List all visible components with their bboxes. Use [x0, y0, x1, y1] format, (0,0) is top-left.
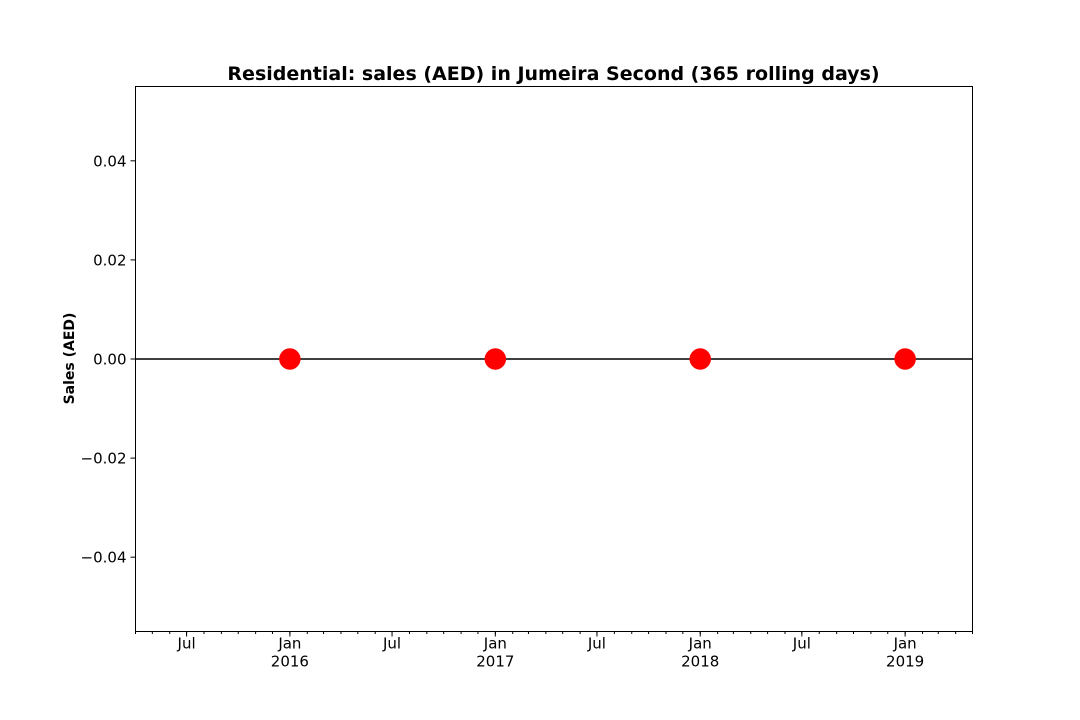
y-tick-label: 0.02: [93, 251, 126, 269]
y-tick-label: 0.00: [93, 351, 126, 369]
y-axis: −0.04 −0.02 0.00 0.02 0.04: [81, 152, 136, 567]
x-tick-label: Jan: [893, 635, 917, 653]
data-point: [484, 348, 507, 370]
x-tick-label: Jul: [587, 635, 606, 653]
series-layer: [135, 348, 973, 370]
chart-title: Residential: sales (AED) in Jumeira Seco…: [227, 63, 879, 85]
x-tick-label: Jan: [688, 635, 712, 653]
x-tick-label: Jul: [792, 635, 811, 653]
data-point: [689, 348, 711, 370]
data-point: [894, 348, 916, 370]
x-tick-label: Jul: [177, 635, 196, 653]
x-tick-label: 2016: [271, 653, 309, 671]
y-tick-label: −0.02: [81, 450, 127, 468]
x-tick-label: 2019: [886, 653, 924, 671]
y-axis-label: Sales (AED): [62, 313, 78, 405]
data-point: [279, 348, 301, 370]
x-tick-label: Jul: [382, 635, 401, 653]
x-tick-label: Jan: [483, 635, 507, 653]
x-tick-label: Jan: [277, 635, 301, 653]
x-tick-label: 2017: [476, 653, 514, 671]
plot-frame: [135, 86, 973, 632]
y-tick-label: −0.04: [81, 549, 127, 567]
y-tick-label: 0.04: [93, 152, 126, 170]
x-tick-label: 2018: [681, 653, 719, 671]
